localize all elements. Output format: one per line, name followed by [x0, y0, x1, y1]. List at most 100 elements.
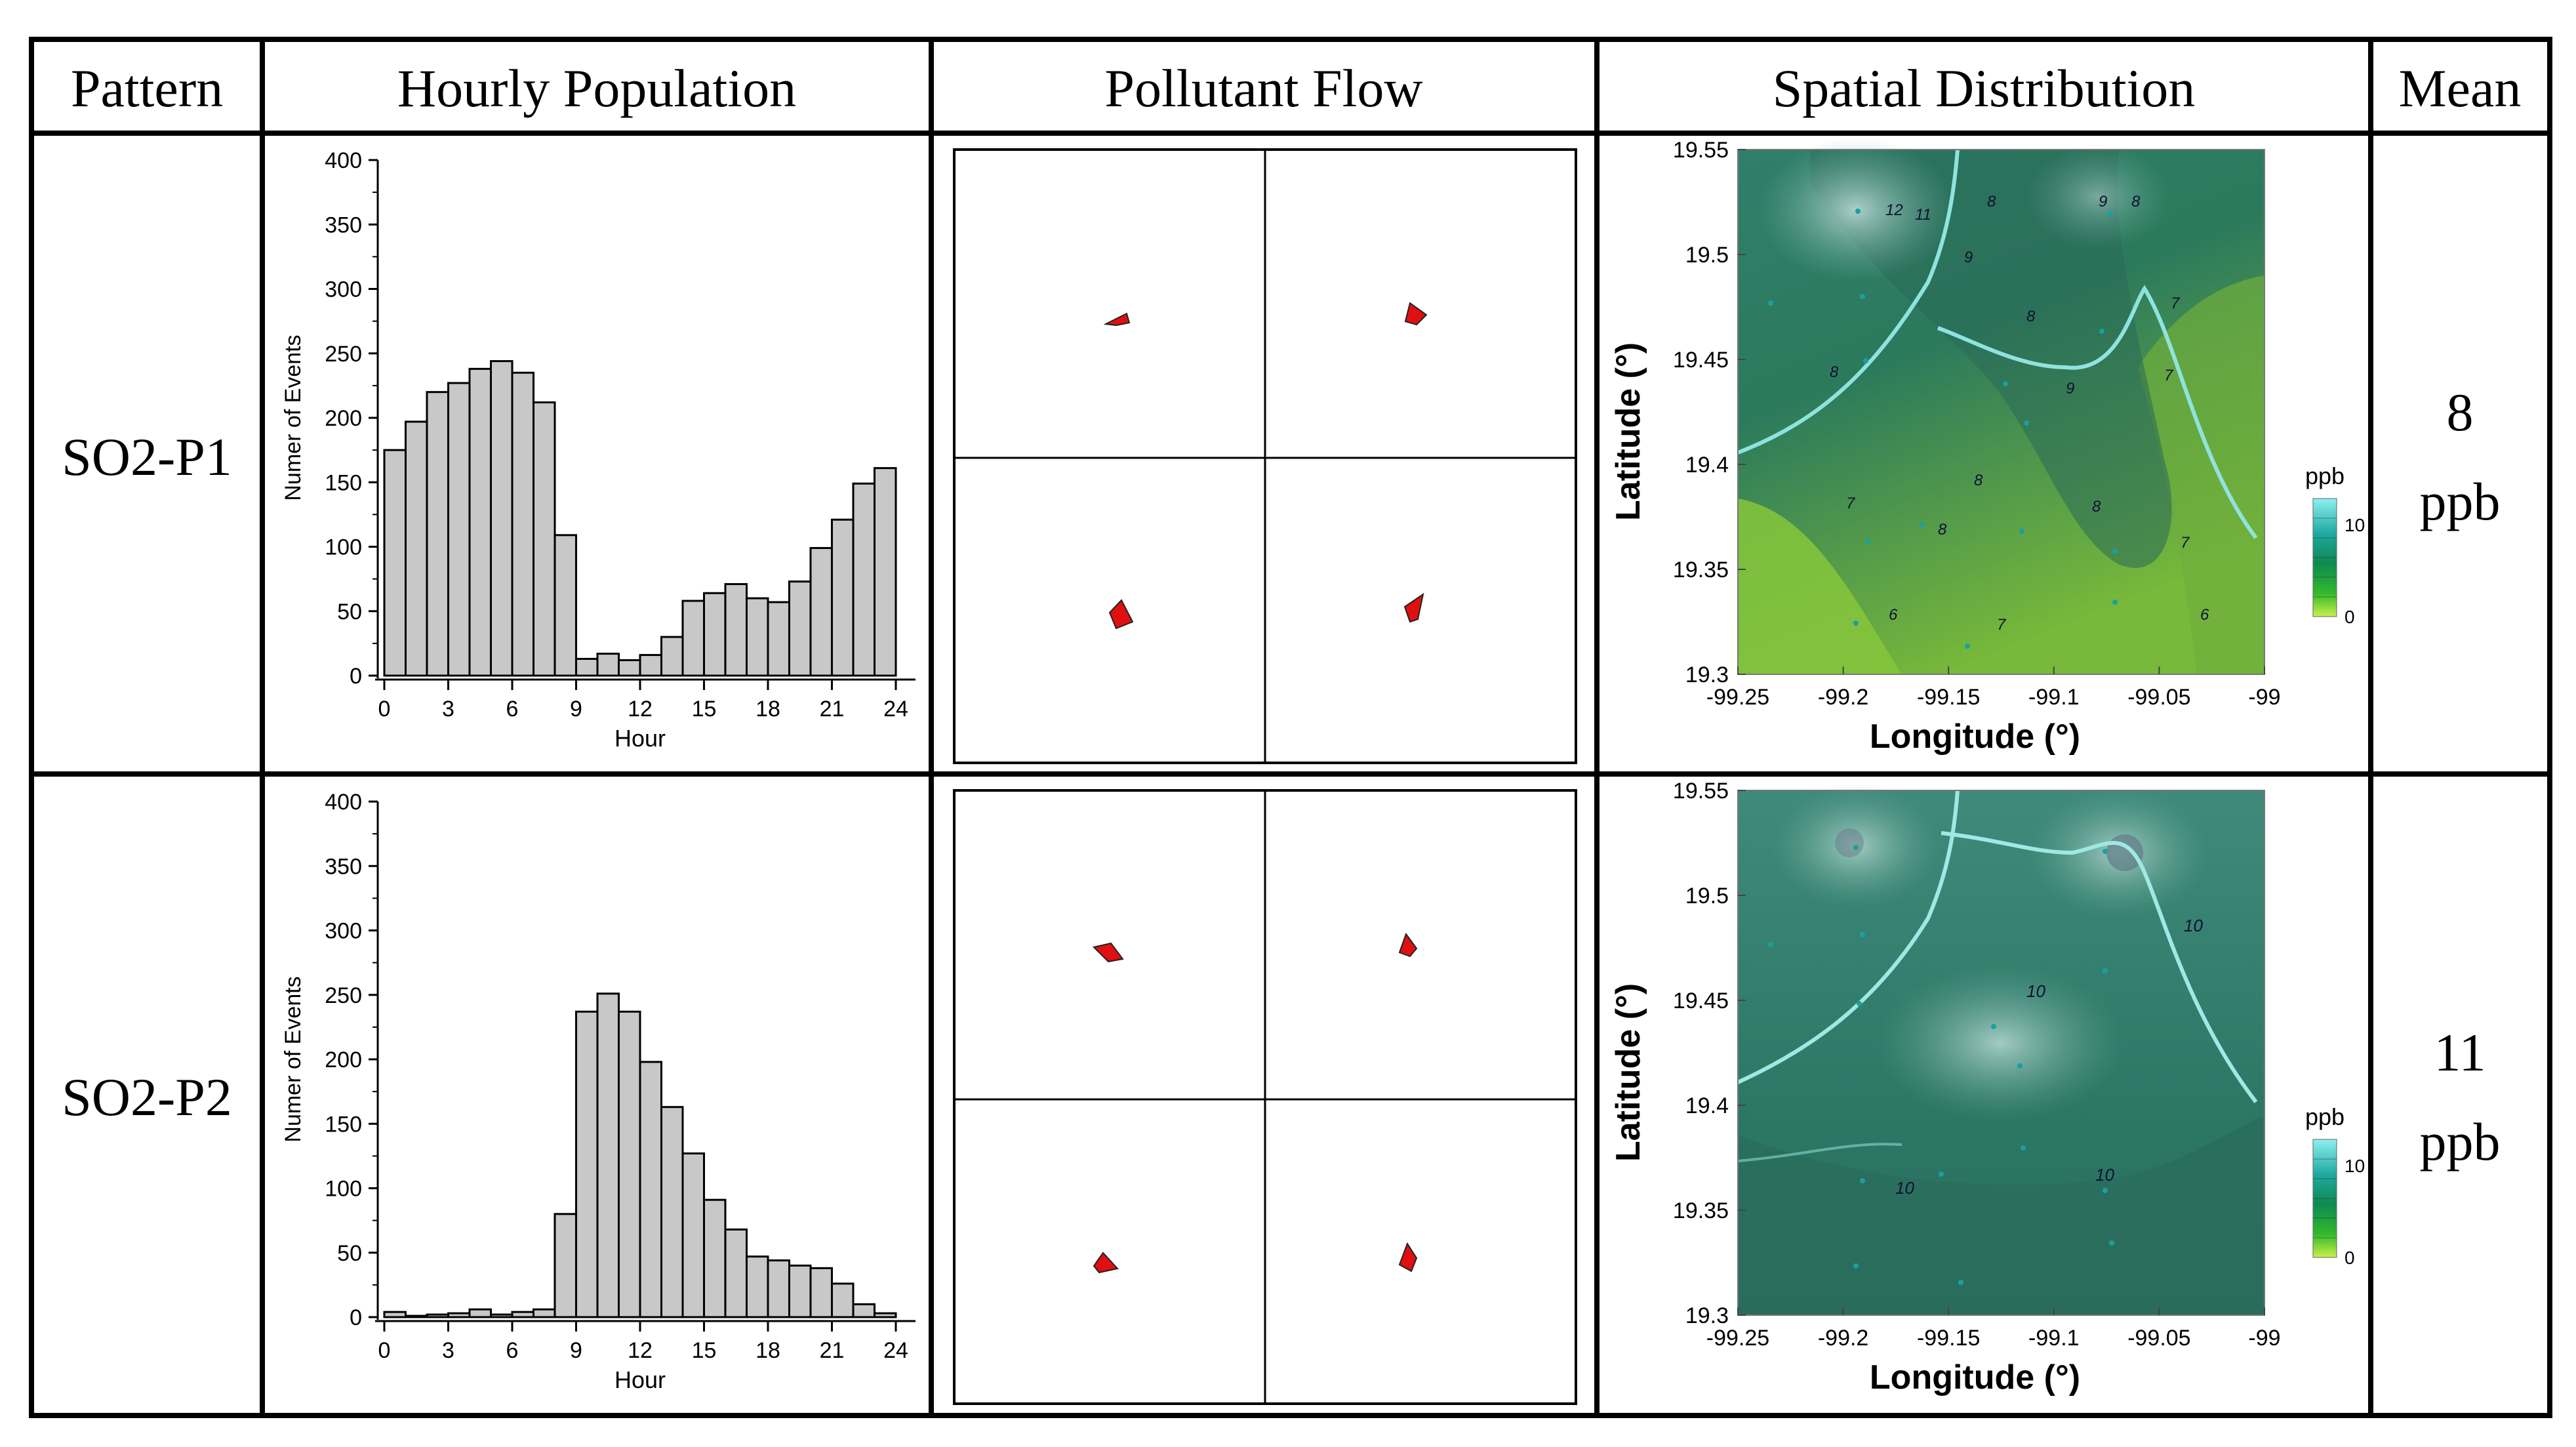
svg-text:10: 10: [2026, 981, 2045, 1001]
x-tick-label: 15: [692, 697, 717, 722]
y-tick-label: 350: [325, 854, 362, 879]
histogram-bar: [788, 581, 812, 677]
y-tick-label: 19.45: [1673, 348, 1729, 373]
histogram-bar: [788, 1264, 812, 1318]
x-tick-label: -99: [2248, 685, 2280, 710]
histogram-bar: [746, 597, 769, 677]
x-tick-label: 15: [692, 1338, 717, 1363]
x-tick-label: 18: [755, 697, 780, 722]
histogram-bar: [703, 592, 727, 677]
histogram-bar: [426, 1313, 449, 1318]
histogram-bar: [852, 1303, 875, 1318]
svg-text:7: 7: [2164, 367, 2174, 384]
y-tick-label: 300: [325, 277, 362, 302]
y-axis-label: Latitude (°): [1609, 342, 1647, 521]
row2-mean-unit: ppb: [2420, 1112, 2501, 1172]
y-tick-label: 100: [325, 1177, 362, 1202]
colorbar-tick-label: 10: [2345, 1156, 2365, 1176]
x-tick-label: -99.1: [2028, 685, 2080, 710]
histogram-bar: [490, 360, 513, 677]
header-hourly-population: Hourly Population: [397, 58, 796, 118]
histogram-bar: [553, 1213, 577, 1318]
x-axis-label: Hour: [614, 1366, 666, 1393]
histogram-bar: [767, 1259, 790, 1318]
y-axis-label: Latitude (°): [1609, 983, 1647, 1162]
x-tick-label: 24: [883, 697, 908, 722]
x-tick-label: -99.05: [2127, 685, 2190, 710]
table-frame: [29, 37, 2552, 1418]
flow-arrow-icon: [1404, 302, 1428, 326]
y-tick-label: 19.35: [1673, 558, 1729, 582]
x-tick-label: 6: [506, 1338, 519, 1363]
svg-text:8: 8: [2131, 193, 2141, 211]
header-pattern: Pattern: [71, 58, 223, 118]
y-tick-label: 300: [325, 919, 362, 944]
histogram-bar: [468, 1308, 492, 1318]
hourly-histogram-p2: 0 50 100 150 200 250 300 350 400 0 3 6 9 12 15 18 21 24 Ho…: [281, 790, 916, 1393]
map-axes-p2: -99.25 -99.2 -99.15 -99.1 -99.05 -99 19.3 19.35…: [1609, 779, 2365, 1396]
histogram-bar: [575, 1010, 599, 1318]
svg-text:10: 10: [2095, 1165, 2114, 1185]
histogram-bar: [383, 1311, 407, 1318]
x-tick-label: -99.15: [1917, 1326, 1980, 1351]
x-tick-label: 0: [378, 1338, 391, 1363]
y-tick-label: 19.35: [1673, 1198, 1729, 1223]
svg-text:12: 12: [1885, 201, 1903, 219]
svg-text:7: 7: [2171, 295, 2181, 312]
x-tick-label: 3: [442, 697, 454, 722]
x-tick-label: -99.15: [1917, 685, 1980, 710]
x-tick-label: -99.25: [1706, 685, 1769, 710]
y-tick-label: 250: [325, 983, 362, 1008]
x-tick-label: 18: [755, 1338, 780, 1363]
svg-text:8: 8: [2092, 498, 2101, 516]
x-axis-label: Hour: [614, 725, 666, 752]
x-tick-label: -99.25: [1706, 1326, 1769, 1351]
histogram-bar: [511, 371, 534, 677]
svg-text:8: 8: [1987, 193, 1996, 211]
histogram-bar: [874, 1312, 897, 1318]
colorbar-tick-label: 0: [2345, 1248, 2355, 1268]
histogram-bar: [724, 582, 748, 677]
y-tick-label: 400: [325, 790, 362, 815]
pollutant-flow-p1: [953, 148, 1577, 764]
svg-text:8: 8: [1974, 472, 1983, 489]
x-tick-label: -99: [2248, 1326, 2280, 1351]
header-mean: Mean: [2399, 58, 2522, 118]
y-tick-label: 0: [350, 1305, 362, 1330]
row1-mean-value: 8: [2447, 382, 2474, 442]
x-tick-label: 3: [442, 1338, 454, 1363]
histogram-bar: [596, 653, 620, 677]
x-tick-label: -99.1: [2028, 1326, 2080, 1351]
y-tick-label: 400: [325, 148, 362, 173]
colorbar-label: ppb: [2305, 1103, 2345, 1130]
histogram-bar: [533, 1308, 556, 1318]
y-tick-label: 50: [337, 1241, 362, 1266]
histogram-bar: [511, 1311, 534, 1318]
histogram-bar: [809, 546, 833, 677]
row1-pattern: SO2-P1: [62, 427, 232, 487]
histogram-bar: [575, 657, 599, 677]
svg-text:7: 7: [2181, 534, 2190, 552]
svg-text:9: 9: [1964, 249, 1973, 266]
histogram-bar: [703, 1198, 727, 1318]
x-tick-label: 21: [820, 697, 845, 722]
x-tick-label: 9: [570, 697, 582, 722]
svg-text:11: 11: [1915, 206, 1931, 224]
y-axis-label: Numer of Events: [281, 976, 306, 1142]
svg-text:7: 7: [1846, 495, 1856, 512]
flow-arrow-icon: [1398, 1242, 1418, 1273]
y-tick-label: 150: [325, 1112, 362, 1137]
x-tick-label: -99.2: [1818, 685, 1869, 710]
flow-arrow-icon: [1108, 599, 1134, 630]
x-tick-label: -99.2: [1818, 1326, 1869, 1351]
x-tick-label: 0: [378, 697, 391, 722]
x-tick-label: 12: [628, 1338, 653, 1363]
histogram-bar: [639, 654, 662, 677]
x-tick-label: 6: [506, 697, 519, 722]
histogram-bar: [746, 1255, 769, 1318]
y-tick-label: 19.55: [1673, 138, 1729, 163]
x-axis-label: Longitude (°): [1870, 1358, 2080, 1396]
y-tick-label: 19.4: [1685, 453, 1729, 478]
histogram-bar: [553, 534, 577, 677]
histogram-bar: [809, 1267, 833, 1318]
